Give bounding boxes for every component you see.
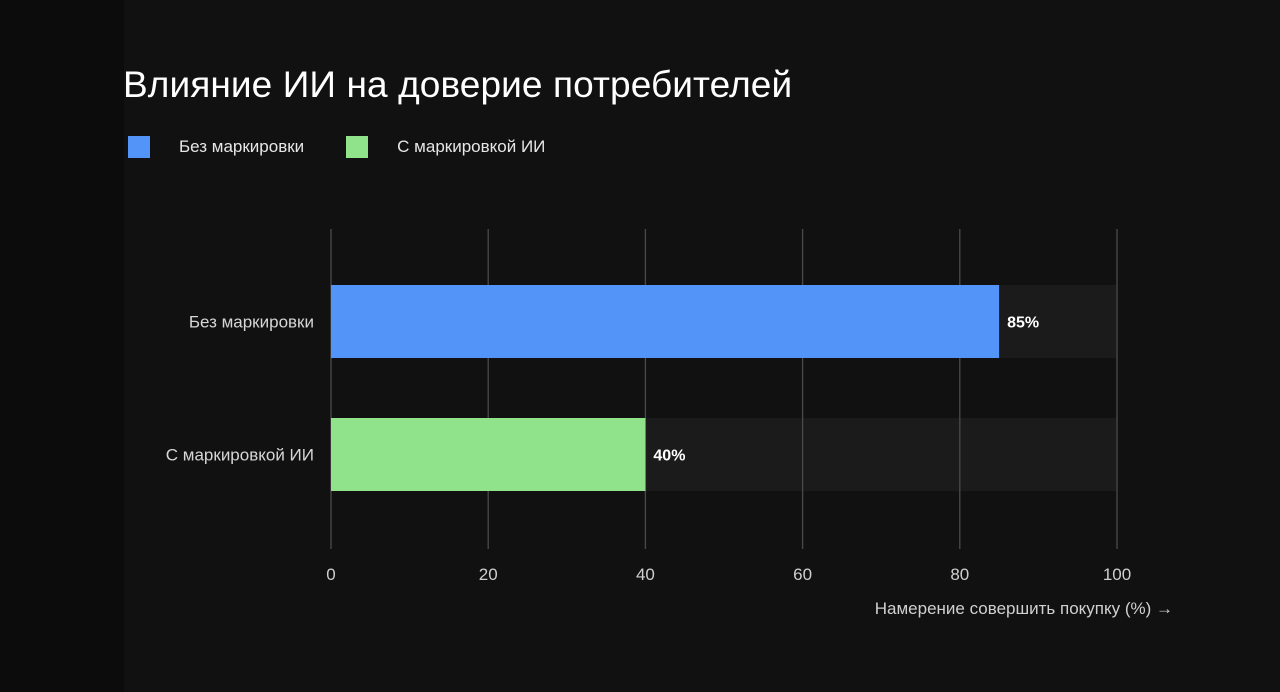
chart-title: Влияние ИИ на доверие потребителей xyxy=(123,64,793,105)
bar-1 xyxy=(331,418,646,491)
category-label-1: С маркировкой ИИ xyxy=(166,446,314,465)
x-tick-label-20: 20 xyxy=(479,565,498,584)
bar-value-label-0: 85% xyxy=(1007,315,1039,332)
x-tick-label-0: 0 xyxy=(326,565,335,584)
legend-item-ai-label: С маркировкой ИИ xyxy=(346,136,545,158)
x-tick-label-80: 80 xyxy=(950,565,969,584)
legend-label-ai-label: С маркировкой ИИ xyxy=(397,137,546,156)
legend-swatch-ai-label xyxy=(346,136,369,158)
x-tick-label-40: 40 xyxy=(636,565,655,584)
legend-swatch-no-label xyxy=(128,136,150,158)
x-tick-label-60: 60 xyxy=(793,565,812,584)
category-label-0: Без маркировки xyxy=(189,313,314,332)
chart-legend: Без маркировки С маркировкой ИИ xyxy=(128,136,587,158)
legend-label-no-label: Без маркировки xyxy=(179,137,305,156)
x-axis-title: Намерение совершить покупку (%) → xyxy=(874,599,1173,618)
bar-value-label-1: 40% xyxy=(653,448,685,465)
legend-item-no-label: Без маркировки xyxy=(128,136,304,158)
x-tick-label-100: 100 xyxy=(1103,565,1131,584)
bar-0 xyxy=(331,285,1000,358)
